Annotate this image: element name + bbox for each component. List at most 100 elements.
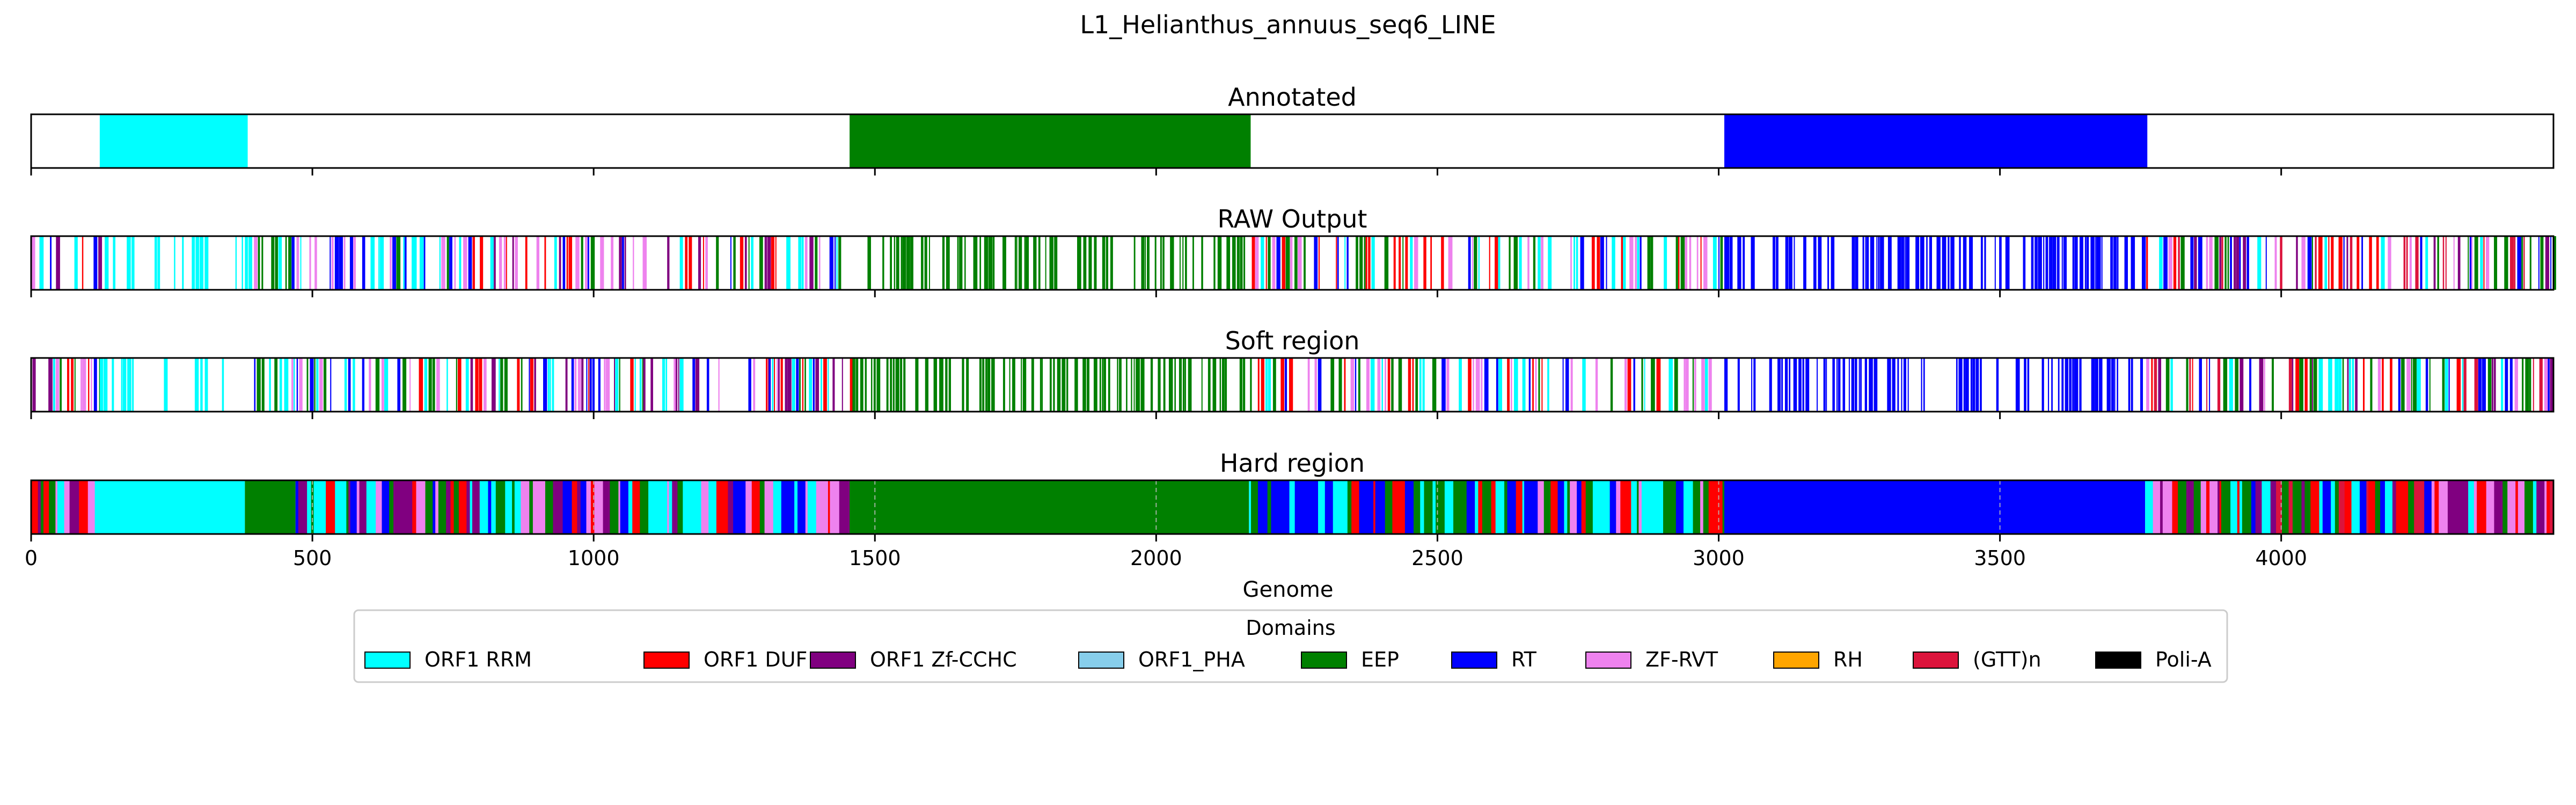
legend-label: EEP — [1361, 648, 1399, 671]
domain-stripe — [2124, 236, 2128, 290]
domain-stripe — [2473, 480, 2477, 534]
domain-stripe — [1629, 236, 1634, 290]
domain-stripe — [2292, 480, 2302, 534]
domain-stripe — [1040, 358, 1042, 412]
domain-stripe — [2153, 480, 2161, 534]
domain-stripe — [685, 236, 688, 290]
domain-stripe — [2342, 358, 2344, 412]
domain-stripe — [1664, 236, 1667, 290]
domain-stripe — [2058, 358, 2060, 412]
domain-stripe — [1667, 480, 1677, 534]
domain-stripe — [1547, 358, 1549, 412]
domain-stripe — [334, 236, 339, 290]
domain-stripe — [2160, 480, 2163, 534]
domain-stripe — [1414, 480, 1421, 534]
domain-stripe — [49, 480, 52, 534]
domain-stripe — [2434, 480, 2439, 534]
domain-stripe — [2262, 480, 2271, 534]
domain-stripe — [1066, 358, 1069, 412]
domain-stripe — [2141, 236, 2146, 290]
domain-stripe — [1133, 236, 1136, 290]
domain-stripe — [2163, 236, 2168, 290]
domain-stripe — [2477, 480, 2487, 534]
domain-stripe — [640, 480, 649, 534]
domain-stripe — [620, 480, 629, 534]
domain-stripe — [1906, 236, 1910, 290]
domain-stripe — [2521, 236, 2523, 290]
domain-stripe — [2429, 358, 2431, 412]
domain-stripe — [1446, 358, 1450, 412]
domain-stripe — [2482, 358, 2486, 412]
domain-stripe — [1577, 480, 1582, 534]
domain-stripe — [98, 236, 103, 290]
domain-stripe — [2199, 358, 2202, 412]
domain-stripe — [1548, 236, 1552, 290]
domain-stripe — [813, 358, 815, 412]
track-raw-output: RAW Output — [30, 204, 2556, 297]
domain-stripe — [1621, 236, 1623, 290]
domain-stripe — [1236, 236, 1240, 290]
domain-stripe — [346, 480, 349, 534]
domain-stripe — [550, 358, 551, 412]
domain-stripe — [2375, 480, 2381, 534]
domain-stripe — [1516, 480, 1520, 534]
domain-stripe — [1635, 236, 1637, 290]
domain-stripe — [962, 358, 964, 412]
domain-stripe — [1294, 480, 1302, 534]
domain-stripe — [339, 236, 343, 290]
domain-stripe — [614, 358, 616, 412]
domain-stripe — [2431, 480, 2435, 534]
domain-stripe — [610, 480, 619, 534]
domain-stripe — [1576, 236, 1578, 290]
domain-stripe — [2456, 480, 2463, 534]
domain-stripe — [2173, 236, 2177, 290]
domain-stripe — [2487, 358, 2492, 412]
domain-stripe — [1533, 236, 1536, 290]
domain-stripe — [915, 358, 919, 412]
domain-stripe — [1083, 236, 1087, 290]
domain-stripe — [2236, 236, 2240, 290]
domain-stripe — [589, 358, 592, 412]
domain-stripe — [316, 358, 319, 412]
domain-stripe — [1213, 236, 1216, 290]
domain-stripe — [2425, 358, 2428, 412]
domain-stripe — [748, 236, 750, 290]
domain-stripe — [1657, 480, 1664, 534]
domain-stripe — [2264, 358, 2265, 412]
domain-stripe — [88, 358, 90, 412]
domain-stripe — [780, 358, 783, 412]
domain-stripe — [786, 236, 791, 290]
domain-stripe — [1528, 358, 1531, 412]
domain-stripe — [1103, 358, 1106, 412]
domain-stripe — [1959, 236, 1961, 290]
domain-stripe — [382, 480, 390, 534]
domain-stripe — [1212, 358, 1217, 412]
domain-stripe — [966, 358, 969, 412]
domain-stripe — [828, 480, 830, 534]
domain-stripe — [1638, 480, 1642, 534]
domain-stripe — [1368, 236, 1371, 290]
domain-stripe — [2439, 480, 2448, 534]
domain-stripe — [1867, 236, 1869, 290]
domain-stripe — [2550, 236, 2552, 290]
domain-stripe — [634, 358, 636, 412]
domain-stripe — [1818, 236, 1822, 290]
domain-stripe — [2255, 480, 2263, 534]
domain-stripe — [1384, 236, 1389, 290]
domain-stripe — [2090, 236, 2095, 290]
domain-stripe — [284, 358, 289, 412]
domain-stripe — [2292, 358, 2294, 412]
domain-stripe — [432, 358, 435, 412]
domain-stripe — [830, 480, 840, 534]
domain-stripe — [2192, 358, 2193, 412]
domain-stripe — [269, 358, 271, 412]
domain-stripe — [1703, 236, 1708, 290]
domain-stripe — [310, 358, 314, 412]
domain-stripe — [973, 236, 978, 290]
domain-stripe — [1533, 480, 1538, 534]
domain-stripe — [1267, 480, 1272, 534]
domain-stripe — [899, 358, 903, 412]
domain-stripe — [2474, 358, 2478, 412]
domain-stripe — [1650, 480, 1658, 534]
domain-stripe — [679, 358, 684, 412]
